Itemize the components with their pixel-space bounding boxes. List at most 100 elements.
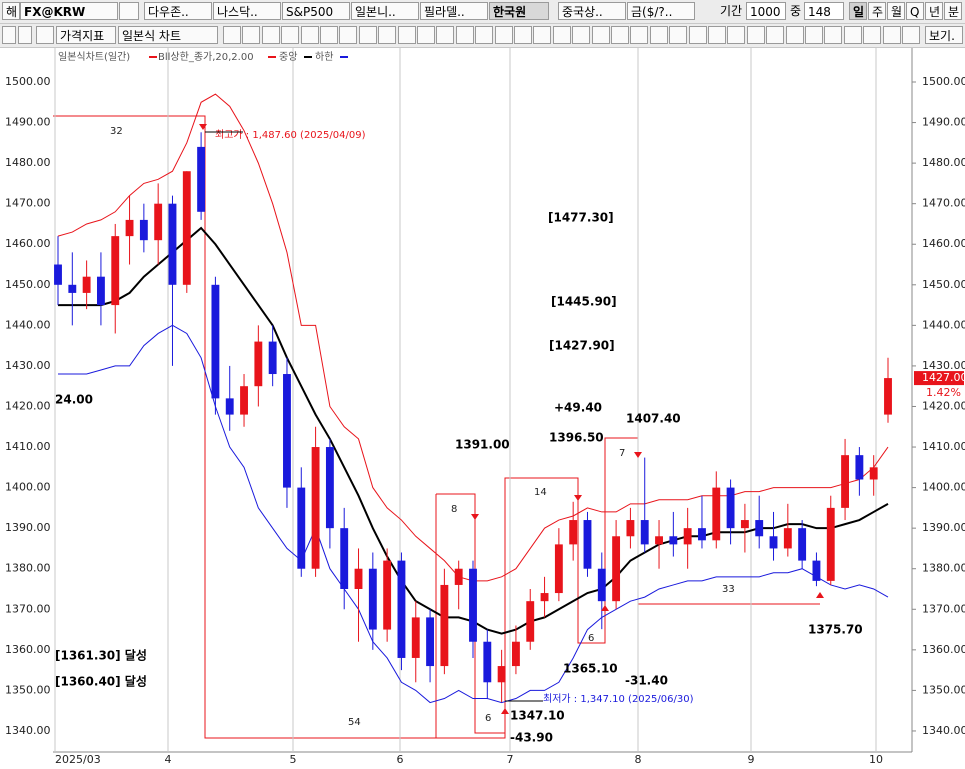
tool-icon[interactable]	[242, 26, 261, 44]
toolbar-button[interactable]: 다우존..	[144, 2, 212, 20]
tool-icon[interactable]	[378, 26, 397, 44]
search-button[interactable]	[119, 2, 139, 20]
tool-icon[interactable]	[358, 26, 377, 44]
toolbar-button[interactable]: 금($/?..	[627, 2, 695, 20]
toolbar-tools: 가격지표 일본식 차트 보기.	[0, 24, 965, 48]
candle-body	[254, 341, 263, 387]
tool-icon[interactable]	[805, 26, 823, 44]
toolbar-button[interactable]	[36, 26, 54, 44]
tool-icon[interactable]	[882, 26, 901, 44]
candle-body	[96, 276, 105, 306]
tool-icon[interactable]	[514, 26, 532, 44]
tool-icon[interactable]	[572, 26, 591, 44]
tool-icon[interactable]	[397, 26, 416, 44]
tool-icon[interactable]	[785, 26, 804, 44]
tool-icon[interactable]	[261, 26, 280, 44]
annotation: [1361.30] 달성	[55, 649, 147, 663]
interval-button[interactable]: 분	[944, 2, 962, 20]
candle-body	[554, 544, 563, 594]
tool-icon[interactable]	[708, 26, 726, 44]
annotation: [1445.90]	[551, 295, 617, 309]
toolbar-button[interactable]: S&P500	[282, 2, 350, 20]
y-tick-label-right: 1450.00	[922, 278, 965, 291]
tool-icon[interactable]	[649, 26, 668, 44]
toolbar-button[interactable]: 한국원	[489, 2, 549, 20]
tool-icon[interactable]	[533, 26, 552, 44]
tool-icon[interactable]	[300, 26, 319, 44]
interval-button[interactable]: Q	[906, 2, 924, 20]
tool-icon[interactable]	[727, 26, 746, 44]
candle-body	[354, 568, 363, 589]
tool-icon[interactable]	[688, 26, 707, 44]
toolbar-button[interactable]: FX@KRW	[20, 2, 118, 20]
candle-body	[826, 507, 835, 581]
period-input[interactable]: 1000	[746, 2, 786, 20]
tool-icon[interactable]	[863, 26, 882, 44]
candle-body	[125, 219, 134, 237]
view-button[interactable]: 보기.	[925, 26, 963, 44]
arrow-marker	[501, 708, 509, 714]
interval-button[interactable]: 년	[925, 2, 943, 20]
tool-icon[interactable]	[475, 26, 494, 44]
y-tick-label-left: 1350.00	[5, 683, 51, 696]
interval-button[interactable]: 월	[887, 2, 905, 20]
count-input[interactable]: 148	[804, 2, 844, 20]
tool-icon[interactable]	[902, 26, 920, 44]
candle-body	[755, 520, 764, 537]
candle-body	[569, 520, 578, 545]
candle-body	[469, 568, 477, 642]
toolbar-button[interactable]: 나스닥..	[213, 2, 281, 20]
y-tick-label-right: 1440.00	[922, 318, 965, 331]
annotation: +49.40	[554, 401, 602, 415]
y-tick-label-left: 1400.00	[5, 481, 51, 494]
tool-icon[interactable]	[669, 26, 688, 44]
toolbar-button[interactable]	[18, 26, 32, 44]
tool-icon[interactable]	[417, 26, 435, 44]
toolbar-button[interactable]: 일본니..	[351, 2, 419, 20]
candle-body	[511, 641, 520, 667]
tool-icon[interactable]	[843, 26, 862, 44]
annotation: 54	[348, 717, 361, 728]
count-label[interactable]: 중	[790, 4, 802, 18]
annotation: 7	[619, 448, 625, 459]
tool-icon[interactable]	[611, 26, 629, 44]
y-tick-label-left: 1340.00	[5, 724, 51, 737]
candle-body	[397, 560, 406, 658]
tool-icon[interactable]	[552, 26, 571, 44]
interval-button[interactable]: 주	[868, 2, 886, 20]
tool-icon[interactable]	[455, 26, 474, 44]
y-tick-label-right: 1370.00	[922, 602, 965, 615]
tool-icon[interactable]	[223, 26, 241, 44]
tool-icon[interactable]	[746, 26, 765, 44]
tool-icon[interactable]	[766, 26, 785, 44]
tool-icon[interactable]	[630, 26, 649, 44]
tool-icon[interactable]	[339, 26, 358, 44]
tool-icon[interactable]	[494, 26, 513, 44]
candle-body	[111, 236, 120, 306]
chart-type-select[interactable]: 일본식 차트	[118, 26, 218, 44]
tool-icon[interactable]	[591, 26, 610, 44]
candle-body	[82, 276, 91, 293]
y-tick-label-right: 1410.00	[922, 440, 965, 453]
toolbar-button[interactable]: 해	[2, 2, 20, 20]
y-tick-label-left: 1360.00	[5, 643, 51, 656]
arrow-marker	[601, 605, 609, 611]
tool-icon[interactable]	[824, 26, 843, 44]
annotation: 1396.50	[549, 431, 604, 445]
interval-button[interactable]: 일	[849, 2, 867, 20]
annotation: 14	[534, 487, 547, 498]
period-label[interactable]: 기간	[720, 4, 743, 18]
tool-icon[interactable]	[320, 26, 338, 44]
tool-icon[interactable]	[281, 26, 300, 44]
candle-body	[68, 284, 77, 293]
annotation: 32	[110, 126, 123, 137]
y-tick-label-left: 1420.00	[5, 399, 51, 412]
x-tick-label: 5	[290, 753, 297, 766]
toolbar-button[interactable]: 중국상..	[558, 2, 626, 20]
tool-icon[interactable]	[436, 26, 455, 44]
indicator-select[interactable]: 가격지표	[56, 26, 116, 44]
toolbar-button[interactable]: 필라델..	[420, 2, 488, 20]
candle-body	[311, 447, 320, 569]
toolbar-button[interactable]	[2, 26, 16, 44]
annotation: [1360.40] 달성	[55, 675, 147, 689]
